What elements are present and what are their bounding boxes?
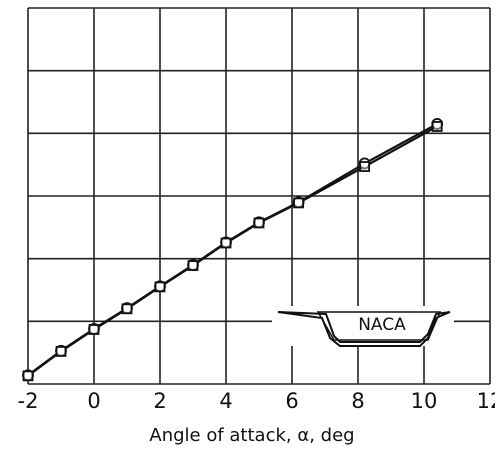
marker — [88, 324, 100, 335]
marker — [253, 217, 265, 229]
x-tick-label: 10 — [411, 389, 438, 413]
x-tick-label: 2 — [153, 389, 166, 413]
marker — [187, 260, 199, 271]
x-axis-label: Angle of attack, α, deg — [149, 425, 354, 446]
x-tick-label: 6 — [285, 389, 298, 413]
x-tick-label: 0 — [87, 389, 100, 413]
lines — [22, 118, 444, 382]
logo-group: NACA — [272, 306, 454, 347]
marker — [55, 346, 67, 357]
x-tick-label: -2 — [18, 389, 39, 413]
logo-badge — [316, 311, 442, 341]
marker — [154, 281, 166, 293]
marker — [22, 370, 34, 382]
x-tick-label: 4 — [219, 389, 232, 413]
marker — [293, 197, 305, 209]
marker — [431, 121, 443, 132]
marker — [220, 237, 232, 249]
logo-text: NACA — [358, 315, 406, 335]
marker — [359, 161, 371, 172]
marker — [121, 303, 133, 315]
x-tick-label: 12 — [477, 389, 495, 413]
grid — [27, 7, 491, 385]
x-tick-label: 8 — [351, 389, 364, 413]
logo-wing — [277, 311, 451, 347]
